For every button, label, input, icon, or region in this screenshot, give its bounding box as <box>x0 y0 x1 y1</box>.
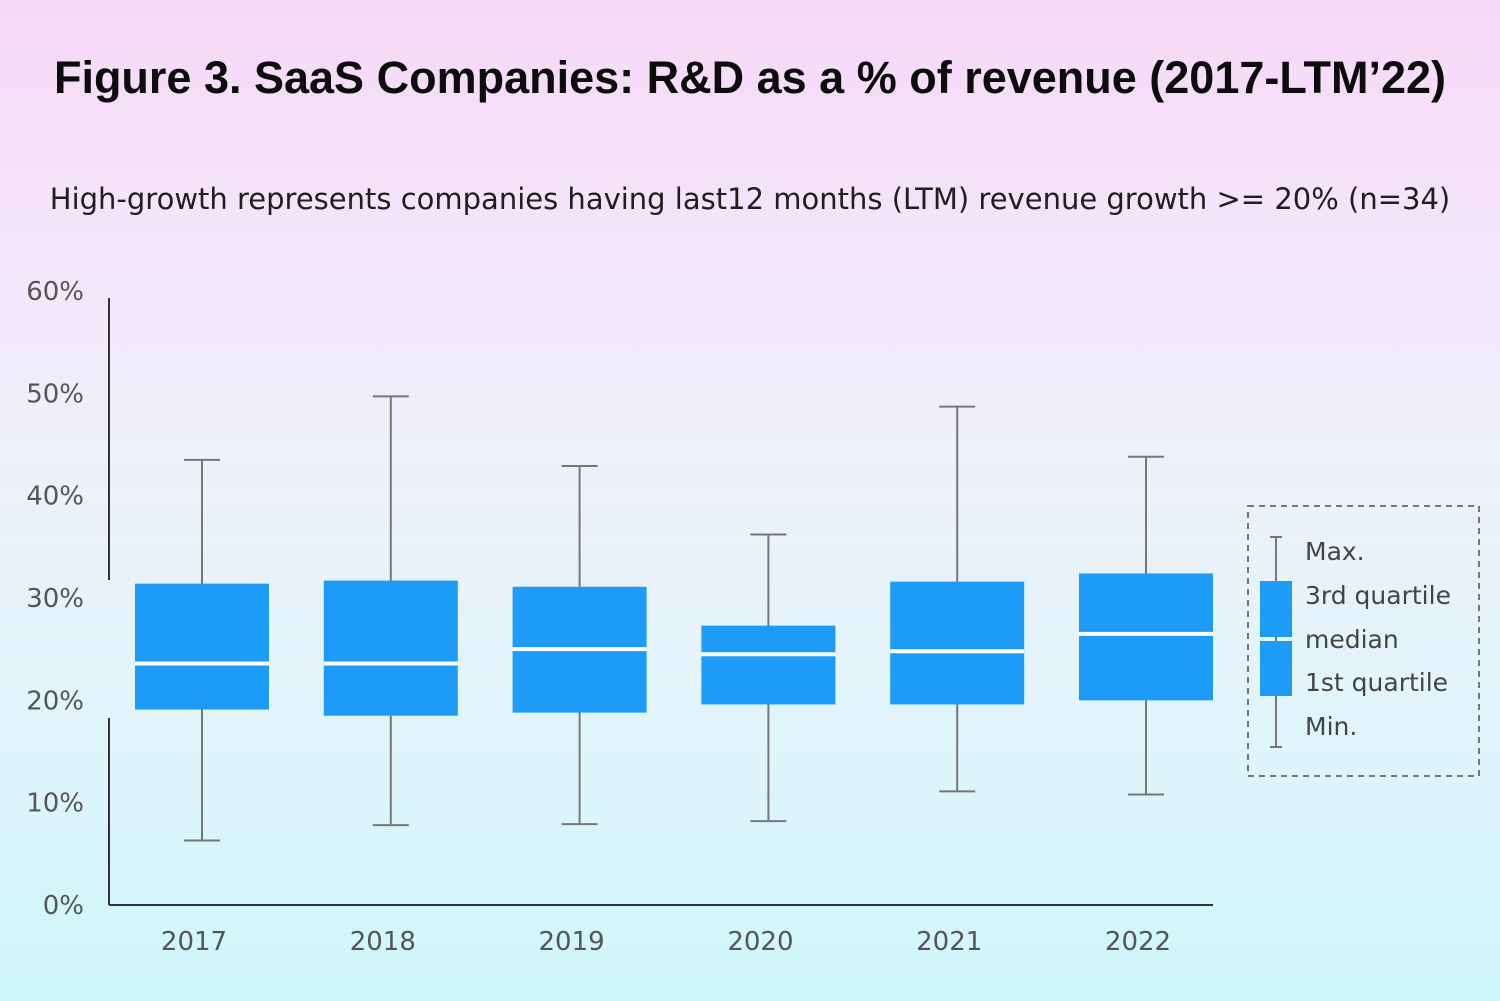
legend-median: median <box>1305 625 1399 654</box>
y-tick-label: 0% <box>43 891 84 921</box>
x-tick-label: 2022 <box>1105 927 1171 957</box>
legend: Max. 3rd quartile median 1st quartile Mi… <box>1247 505 1480 777</box>
x-tick-label: 2019 <box>539 927 605 957</box>
box-2017 <box>135 458 269 842</box>
legend-q1: 1st quartile <box>1305 668 1448 697</box>
box-2020 <box>701 533 836 823</box>
box-2018 <box>323 395 458 827</box>
box-2021 <box>890 405 1025 793</box>
axes <box>108 298 1213 906</box>
box-2022 <box>1079 455 1213 796</box>
legend-max: Max. <box>1305 537 1365 566</box>
legend-border <box>1247 505 1480 777</box>
iqr-box <box>135 583 269 710</box>
y-tick-label: 30% <box>26 584 84 614</box>
x-tick-label: 2021 <box>916 927 982 957</box>
y-tick-label: 10% <box>26 789 84 819</box>
iqr-box <box>323 580 458 716</box>
legend-box-upper <box>1260 581 1292 637</box>
x-tick-label: 2018 <box>350 927 416 957</box>
legend-q3: 3rd quartile <box>1305 581 1451 610</box>
y-tick-label: 40% <box>26 482 84 512</box>
chart-subtitle: High-growth represents companies having … <box>49 182 1451 216</box>
legend-min: Min. <box>1305 712 1357 741</box>
iqr-box <box>890 581 1025 705</box>
iqr-box <box>1079 573 1213 701</box>
legend-box-lower <box>1260 641 1292 696</box>
y-tick-label: 20% <box>26 686 84 716</box>
iqr-box <box>701 625 836 705</box>
box-2019 <box>512 464 647 826</box>
x-tick-label: 2017 <box>161 927 227 957</box>
y-tick-label: 50% <box>26 379 84 409</box>
chart-title: Figure 3. SaaS Companies: R&D as a % of … <box>53 52 1447 103</box>
y-tick-label: 60% <box>26 277 84 307</box>
x-tick-label: 2020 <box>727 927 793 957</box>
